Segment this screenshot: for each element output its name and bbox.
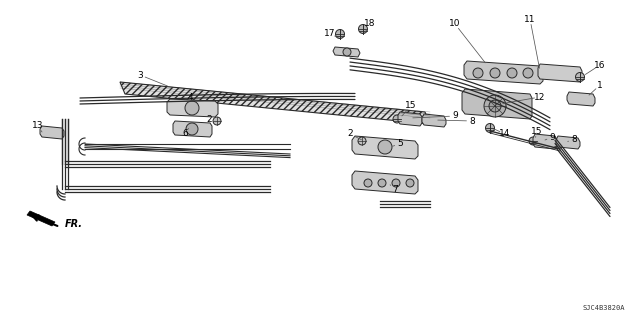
Polygon shape xyxy=(464,61,543,84)
Text: 11: 11 xyxy=(524,14,536,24)
Polygon shape xyxy=(422,114,446,127)
Circle shape xyxy=(364,179,372,187)
Text: 1: 1 xyxy=(597,80,603,90)
Circle shape xyxy=(358,25,367,33)
Polygon shape xyxy=(538,64,582,82)
Circle shape xyxy=(335,29,344,39)
Text: 12: 12 xyxy=(534,93,546,101)
Circle shape xyxy=(486,123,495,132)
Text: 17: 17 xyxy=(324,28,336,38)
Polygon shape xyxy=(556,136,580,149)
Circle shape xyxy=(490,68,500,78)
Polygon shape xyxy=(567,92,595,106)
Circle shape xyxy=(489,100,501,112)
Text: 6: 6 xyxy=(182,130,188,138)
Circle shape xyxy=(186,123,198,135)
Circle shape xyxy=(358,137,366,145)
Circle shape xyxy=(473,68,483,78)
Circle shape xyxy=(393,115,401,123)
Polygon shape xyxy=(462,89,532,119)
Polygon shape xyxy=(120,82,430,124)
Text: 13: 13 xyxy=(32,122,44,130)
Circle shape xyxy=(529,137,537,145)
Polygon shape xyxy=(167,99,218,117)
Polygon shape xyxy=(27,211,55,226)
Text: 2: 2 xyxy=(347,130,353,138)
Text: 4: 4 xyxy=(187,93,193,101)
Text: 3: 3 xyxy=(137,70,143,79)
Polygon shape xyxy=(352,171,418,194)
Circle shape xyxy=(523,68,533,78)
Polygon shape xyxy=(333,47,360,57)
Polygon shape xyxy=(398,112,422,126)
Text: SJC4B3820A: SJC4B3820A xyxy=(582,305,625,311)
Text: 2: 2 xyxy=(206,115,212,124)
Circle shape xyxy=(378,179,386,187)
Circle shape xyxy=(392,179,400,187)
Text: 8: 8 xyxy=(571,136,577,145)
Circle shape xyxy=(378,140,392,154)
Text: 5: 5 xyxy=(397,139,403,149)
Text: 9: 9 xyxy=(549,132,555,142)
Polygon shape xyxy=(40,126,64,139)
Circle shape xyxy=(185,101,199,115)
Text: 7: 7 xyxy=(392,184,398,194)
Text: 15: 15 xyxy=(405,101,417,110)
Circle shape xyxy=(484,95,506,117)
Circle shape xyxy=(213,117,221,125)
Circle shape xyxy=(507,68,517,78)
Circle shape xyxy=(406,179,414,187)
Text: 8: 8 xyxy=(469,116,475,125)
Text: 15: 15 xyxy=(531,127,543,136)
Polygon shape xyxy=(352,136,418,159)
Text: 14: 14 xyxy=(499,130,511,138)
Text: 18: 18 xyxy=(364,19,376,28)
Polygon shape xyxy=(533,134,557,149)
Text: 16: 16 xyxy=(595,61,605,70)
Text: 10: 10 xyxy=(449,19,461,28)
Polygon shape xyxy=(173,121,212,137)
Text: 9: 9 xyxy=(452,112,458,121)
Circle shape xyxy=(343,48,351,56)
Text: FR.: FR. xyxy=(65,219,83,229)
Circle shape xyxy=(575,72,584,81)
